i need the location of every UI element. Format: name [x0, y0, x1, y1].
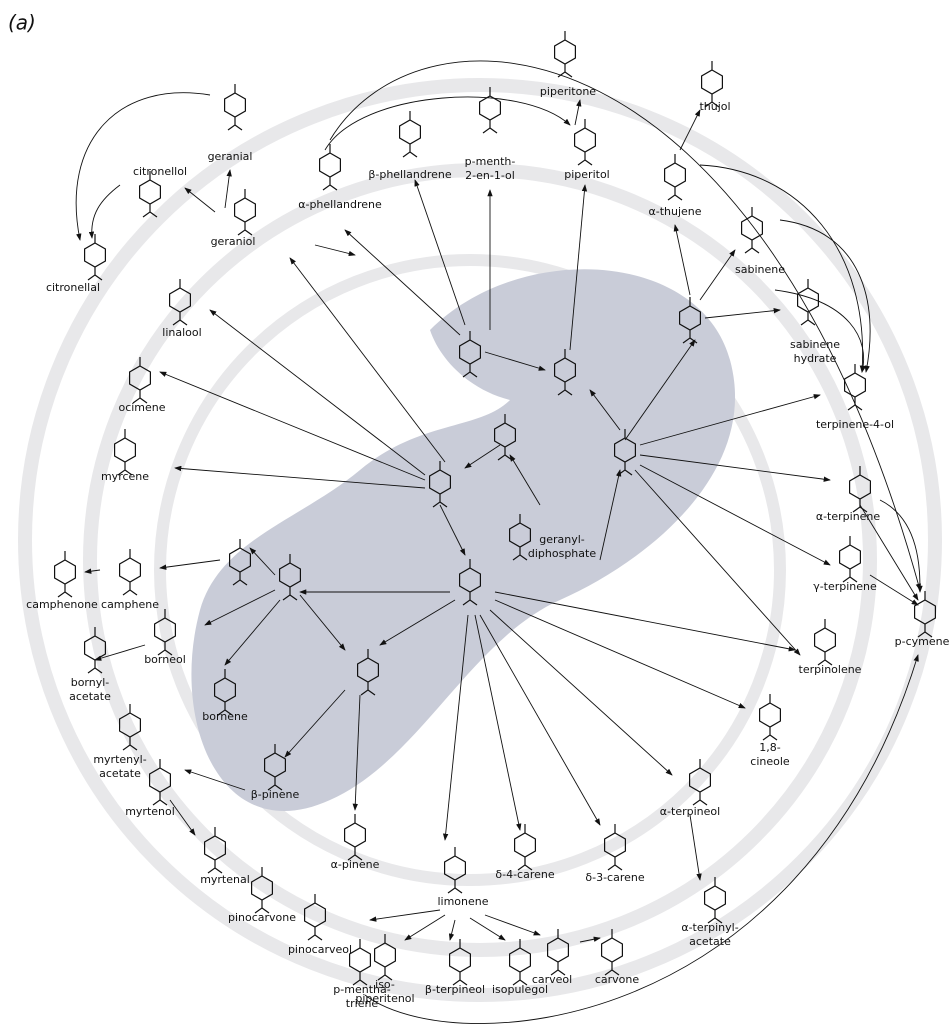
arrow [705, 310, 780, 318]
compound-label: myrcene [101, 470, 149, 483]
panel-label: (a) [8, 11, 36, 35]
compound-label: pinocarveol [288, 943, 352, 956]
molecule [575, 119, 596, 165]
compound-label: ocimene [118, 401, 165, 414]
compound-label: sabinene [735, 263, 785, 276]
arrow [690, 815, 700, 880]
compound-label: 1,8- [759, 741, 780, 754]
arrow [575, 100, 580, 125]
molecule [445, 847, 466, 893]
arrow [92, 185, 120, 238]
molecule [85, 234, 106, 280]
compound-label: citronellol [133, 165, 187, 178]
compound-label: hydrate [794, 352, 837, 365]
molecule [515, 824, 536, 870]
compound-label: geranial [208, 150, 253, 163]
compound-label: diphosphate [528, 547, 596, 560]
compound-label: α-terpinene [816, 510, 881, 523]
compound-label: linalool [162, 326, 201, 339]
compound-label: p-mentha- [333, 983, 390, 996]
molecule [55, 551, 76, 597]
arrow [480, 615, 600, 825]
molecule [320, 144, 341, 190]
compound-label: cineole [750, 755, 790, 768]
compound-label: myrtenol [125, 805, 175, 818]
arrow [475, 615, 520, 830]
spiral-background [25, 85, 935, 995]
compound-label: α-pinene [331, 858, 380, 871]
compound-label: myrtenal [200, 873, 250, 886]
arrow [315, 245, 355, 255]
compound-label: carvone [595, 973, 640, 986]
compound-label: γ-terpinene [813, 580, 877, 593]
compound-label: piperitone [540, 85, 596, 98]
arrow [495, 592, 795, 650]
compound-label: p-cymene [895, 635, 950, 648]
compound-label: bornene [202, 710, 248, 723]
compound-label: isopulegol [492, 983, 548, 996]
molecule [815, 619, 836, 665]
arrow [225, 170, 230, 208]
compound-label: acetate [69, 690, 111, 703]
molecule [742, 207, 763, 253]
compound-label: β-terpineol [425, 983, 485, 996]
compound-label: thujol [699, 100, 730, 113]
compound-label: pinocarvone [228, 911, 296, 924]
compound-label: bornyl- [71, 676, 110, 689]
molecule [400, 111, 421, 157]
compound-label: limonene [437, 895, 488, 908]
compound-label: α-thujene [648, 205, 701, 218]
compound-label: geranyl- [539, 533, 585, 546]
compound-label: δ-3-carene [585, 871, 644, 884]
arrow [490, 610, 672, 775]
compound-label: triene [346, 997, 379, 1010]
compound-label: β-pinene [251, 788, 300, 801]
compound-label: geraniol [211, 235, 256, 248]
arrow [450, 920, 455, 940]
compound-label: terpinene-4-ol [816, 418, 894, 431]
compound-label: borneol [144, 653, 186, 666]
compound-label: sabinene [790, 338, 840, 351]
compound-label: p-menth- [465, 155, 516, 168]
molecule [480, 87, 501, 133]
molecule [840, 536, 861, 582]
arrow [415, 180, 465, 325]
arrow [160, 560, 220, 568]
molecule [798, 279, 819, 325]
molecule [115, 429, 136, 475]
compound-label: β-phellandrene [368, 168, 452, 181]
compound-label: myrtenyl- [93, 753, 146, 766]
molecule [555, 31, 576, 77]
compound-label: α-terpinyl- [681, 921, 738, 934]
molecule [235, 189, 256, 235]
compound-label: acetate [689, 935, 731, 948]
diagram: (a) geranial citronellol citronellal gerani… [0, 0, 950, 1030]
arrow [185, 188, 215, 212]
molecule [760, 694, 781, 740]
compound-label: acetate [99, 767, 141, 780]
arrow [370, 910, 440, 920]
compound-label: camphenone [26, 598, 98, 611]
arrow [470, 918, 505, 940]
molecule [665, 154, 686, 200]
compound-label: 2-en-1-ol [465, 169, 515, 182]
compound-label: piperitol [564, 168, 609, 181]
compound-label: α-phellandrene [298, 198, 382, 211]
molecule [225, 84, 246, 130]
compound-label: citronellal [46, 281, 100, 294]
compound-label: δ-4-carene [495, 868, 554, 881]
compound-label: α-terpineol [660, 805, 720, 818]
arrow [485, 915, 540, 935]
compound-label: camphene [101, 598, 159, 611]
arrow [880, 500, 920, 592]
arrow [870, 575, 918, 605]
arrow [405, 915, 445, 940]
compound-label: terpinolene [799, 663, 862, 676]
molecule [120, 549, 141, 595]
